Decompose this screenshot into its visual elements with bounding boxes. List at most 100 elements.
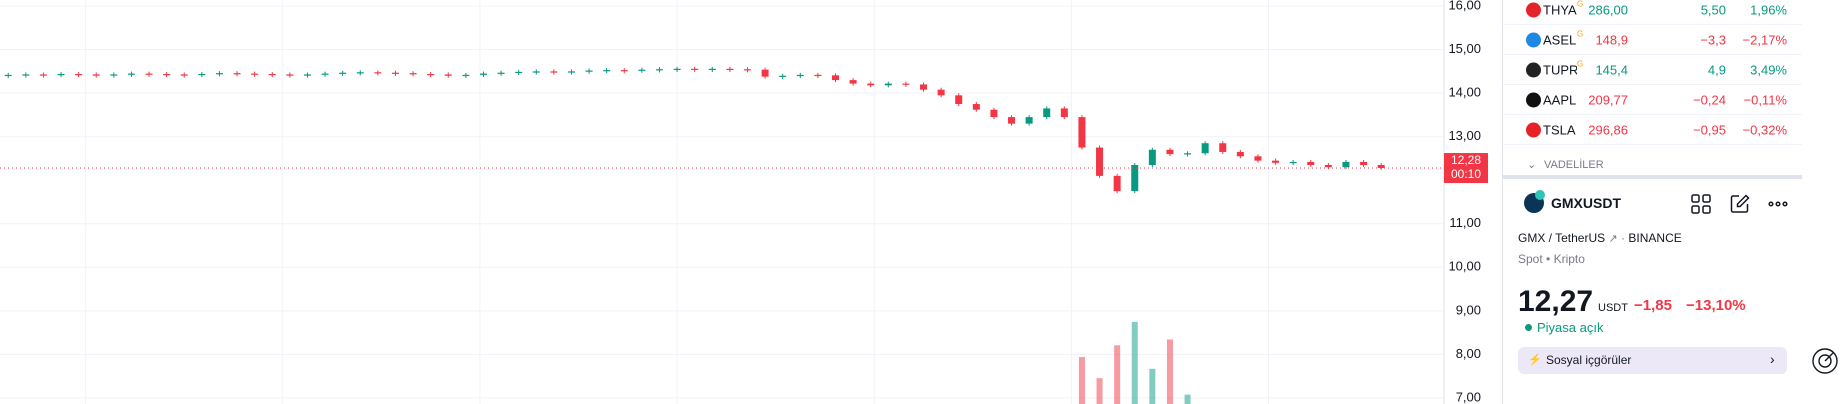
candle [849, 80, 857, 84]
candle [251, 73, 259, 75]
candle [567, 71, 575, 73]
change: −1,85 [1634, 297, 1672, 314]
status-dot [1525, 324, 1532, 331]
change: −3,3 [1700, 32, 1726, 47]
symbol: TSLA [1543, 122, 1576, 137]
candle [479, 73, 487, 75]
market-status: Piyasa açık [1537, 320, 1604, 335]
candle [1043, 108, 1051, 118]
candle [145, 73, 153, 75]
change: 5,50 [1700, 2, 1726, 17]
candle [603, 70, 611, 72]
candle [937, 89, 945, 96]
candle [444, 74, 452, 76]
symbol-logo [1526, 92, 1541, 107]
candle [1096, 147, 1104, 176]
y-tick-label: 16,00 [1448, 0, 1481, 13]
exchange[interactable]: BINANCE [1628, 231, 1682, 245]
y-tick-label: 10,00 [1448, 259, 1481, 274]
candle [1148, 149, 1156, 165]
candle [673, 68, 681, 70]
edit-icon[interactable] [1729, 193, 1751, 215]
badge: G [1577, 59, 1584, 69]
y-tick-label: 13,00 [1448, 128, 1481, 143]
candle [655, 69, 663, 71]
change-percent: 3,49% [1750, 62, 1787, 77]
candle [1219, 143, 1227, 152]
candle [1307, 161, 1315, 165]
candle [990, 109, 998, 118]
candle [127, 73, 135, 75]
candle [1184, 153, 1192, 155]
last-price-label: 12,28 [1451, 153, 1481, 167]
candle [884, 83, 892, 86]
volume-bar [1166, 339, 1173, 404]
change-percent: −0,11% [1743, 92, 1788, 107]
candle [92, 74, 100, 76]
price: 148,9 [1595, 32, 1628, 47]
candle [726, 68, 734, 70]
candle [497, 72, 505, 74]
symbol-logo-badge [1535, 190, 1545, 200]
category: Kripto [1553, 252, 1585, 266]
section-chevron[interactable]: ⌄ [1527, 159, 1537, 171]
candle [391, 72, 399, 74]
candle [286, 74, 294, 76]
candle [1060, 108, 1068, 118]
dot: • [1546, 252, 1551, 266]
watchlist-row[interactable]: ASELSG 148,9 −3,3 −2,17% [1503, 25, 1802, 55]
candle [4, 74, 12, 77]
volume-bar [1184, 394, 1191, 404]
price: 145,4 [1595, 62, 1628, 77]
candle [1342, 161, 1350, 168]
watchlist-row[interactable]: TUPRSG 145,4 4,9 3,49% [1503, 55, 1802, 85]
social-label[interactable]: Sosyal içgörüler [1546, 353, 1632, 367]
symbol-logo [1526, 122, 1541, 137]
social-button[interactable]: ⚡ Sosyal içgörüler › [1518, 347, 1787, 374]
pair: GMX / TetherUS [1518, 231, 1606, 245]
y-tick-label: 7,00 [1456, 389, 1481, 404]
candle [814, 74, 822, 77]
countdown: 00:10 [1451, 167, 1481, 181]
y-tick-label: 11,00 [1449, 215, 1481, 230]
candle [374, 72, 382, 74]
watchlist-row[interactable]: TSLA 296,86 −0,95 −0,32% [1503, 115, 1802, 145]
market: Spot [1518, 252, 1543, 266]
candle [1166, 149, 1174, 155]
candle [339, 72, 347, 74]
volume-bar [1131, 321, 1138, 404]
candle [1254, 156, 1262, 161]
y-tick-label: 15,00 [1448, 41, 1481, 56]
candle [303, 74, 311, 76]
symbol-logo [1526, 32, 1541, 47]
candle [321, 73, 329, 75]
candle [268, 74, 276, 76]
y-tick-label: 8,00 [1456, 346, 1481, 361]
badge: G [1577, 29, 1584, 39]
candle [515, 71, 523, 74]
symbol-name[interactable]: GMXUSDT [1551, 195, 1621, 211]
currency: USDT [1598, 302, 1628, 314]
dot: · [1621, 231, 1626, 245]
volume-bar [1078, 357, 1085, 404]
right-panel: THYAOG286,005,501,96%ASELSG148,9−3,3−2,1… [1502, 0, 1803, 404]
volume-bar [1114, 345, 1121, 404]
price: 296,86 [1588, 122, 1628, 137]
target-icon[interactable] [1811, 347, 1839, 375]
section-title[interactable]: VADELİLER [1544, 159, 1604, 171]
candle [550, 71, 558, 73]
candle [110, 74, 118, 76]
more-icon[interactable] [1767, 193, 1789, 215]
volume-bar [1149, 368, 1156, 404]
candle [1377, 164, 1385, 169]
change: −0,24 [1693, 92, 1726, 107]
price: 12,27 [1518, 285, 1594, 318]
layout-icon[interactable] [1690, 193, 1712, 215]
watchlist-row[interactable]: AAPL 209,77 −0,24 −0,11% [1503, 85, 1802, 115]
watchlist-row[interactable]: THYAOG 286,00 5,50 1,96% [1503, 0, 1802, 25]
candle [1324, 164, 1332, 168]
external-link-icon[interactable]: ↗ [1608, 233, 1618, 245]
pair-line: GMX / TetherUS ↗ · BINANCE [1518, 231, 1682, 245]
market-line: Spot • Kripto [1518, 252, 1585, 266]
candle [215, 73, 223, 75]
